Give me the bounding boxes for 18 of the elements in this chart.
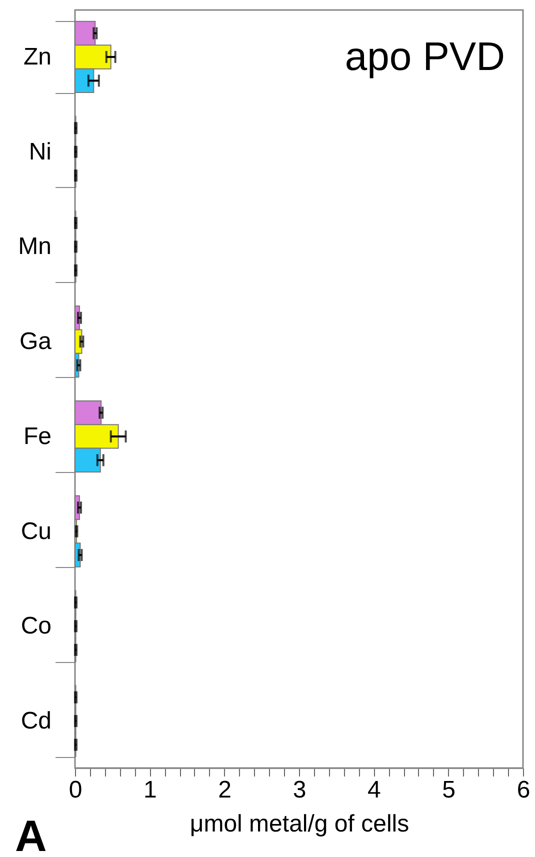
annotation: apo PVD [344, 35, 505, 79]
y-tick-label: Zn [23, 43, 52, 70]
x-tick-label: 0 [68, 776, 82, 804]
x-tick-label: 2 [218, 776, 232, 804]
text: A [15, 812, 47, 857]
y-tick-label: Mn [18, 233, 52, 260]
x-tick-label: 1 [143, 776, 157, 804]
y-tick-label: Fe [23, 422, 52, 450]
y-tick-label: Cu [20, 518, 52, 545]
x-tick-label: 5 [442, 776, 456, 804]
y-tick-label: Co [20, 612, 52, 640]
x-tick-label: 6 [516, 776, 530, 804]
y-tick-label: Ga [19, 328, 52, 356]
y-tick-label: Cd [20, 708, 52, 735]
x-tick-label: 3 [292, 776, 306, 804]
x-tick-label: 4 [367, 776, 381, 804]
x-axis-title: μmol metal/g of cells [190, 810, 410, 838]
y-tick-label: Ni [28, 138, 52, 166]
